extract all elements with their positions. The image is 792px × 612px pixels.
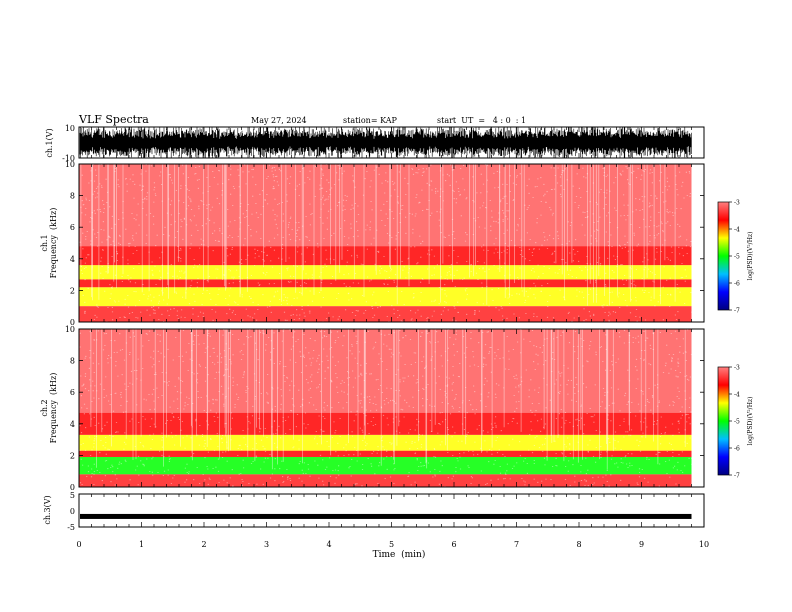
ch1-spectrogram-ytick-label-3: 6 <box>70 223 75 232</box>
x-axis-label: Time (min) <box>373 549 426 560</box>
ch1-spectrogram-ytick-label-0: 0 <box>70 318 75 327</box>
start-time-label: start UT = 4 : 0 : 1 <box>437 116 526 125</box>
ch2-colorbar-bar <box>717 366 730 476</box>
ch2-colorbar-tick-label-2: -5 <box>734 419 740 426</box>
x-tick-label-5: 5 <box>389 540 394 549</box>
ch1-spectrogram-streaks <box>80 164 676 306</box>
x-axis-tick-labels: 0 1 2 3 4 5 6 7 8 9 10 <box>76 540 709 549</box>
ch1-spectrogram-ytick-label-5: 10 <box>65 160 75 169</box>
x-tick-label-9: 9 <box>639 540 644 549</box>
ch2-colorbar-tick-label-0: -3 <box>734 365 740 372</box>
ch2-colorbar-tick-label-3: -6 <box>734 446 740 453</box>
x-tick-label-1: 1 <box>139 540 144 549</box>
ch2-spectrogram-panel: 0 2 4 6 8 10 ch.2 Frequency (kHz) <box>40 325 705 492</box>
ch1-spectrogram-ytick-label-4: 8 <box>70 192 75 201</box>
ch1-spectrogram-band-1 <box>79 279 692 288</box>
ch1-waveform-ytick-bottom: -10 <box>62 154 75 163</box>
x-tick-label-6: 6 <box>451 540 456 549</box>
ch1-spectrogram-band-0 <box>79 287 692 307</box>
x-tick-label-0: 0 <box>76 540 81 549</box>
ch1-waveform-ylabel: ch.1(V) <box>45 128 54 157</box>
ch3-waveform-ylabel: ch.3(V) <box>43 495 52 524</box>
ch1-waveform-ytick-top: 10 <box>65 124 75 133</box>
ch2-spectrogram-ylabel-freq: Frequency (kHz) <box>49 373 58 444</box>
ch3-waveform-ytick-middle: 0 <box>70 507 75 516</box>
ch1-colorbar-tick-label-0: -3 <box>734 200 740 207</box>
ch1-spectrogram-yticks: 0 2 4 6 8 10 <box>65 160 704 327</box>
ch1-colorbar-tick-label-3: -6 <box>734 281 740 288</box>
ch2-spectrogram-ytick-label-1: 2 <box>70 451 75 460</box>
ch2-spectrogram-low-band <box>79 474 692 487</box>
x-tick-label-7: 7 <box>514 540 519 549</box>
ch3-waveform-line <box>80 513 692 519</box>
ch1-spectrogram-panel: 0 2 4 6 8 10 ch.1 Frequency (kHz) <box>40 160 705 327</box>
ch2-colorbar-ticks: -3 -4 -5 -6 -7 <box>729 365 740 480</box>
ch2-spectrogram-ytick-label-4: 8 <box>70 357 75 366</box>
ch1-spectrogram-ylabel: ch.1 <box>40 234 49 251</box>
ch2-colorbar-tick-label-1: -4 <box>734 392 740 399</box>
figure-title: VLF Spectra <box>78 113 149 126</box>
date-label: May 27, 2024 <box>251 116 307 125</box>
ch2-spectrogram-ytick-label-3: 6 <box>70 388 75 397</box>
ch2-colorbar: -3 -4 -5 -6 -7 log(PSD)(V²/Hz) <box>717 365 754 480</box>
ch2-spectrogram-band-0 <box>79 456 692 475</box>
ch1-waveform-panel: 10 -10 ch.1(V) <box>45 124 705 163</box>
ch1-spectrogram-image <box>79 163 704 323</box>
ch1-spectrogram-ytick-label-2: 4 <box>70 255 75 264</box>
ch2-spectrogram-image <box>79 328 704 488</box>
ch2-spectrogram-streaks <box>90 329 686 470</box>
ch2-spectrogram-band-4 <box>79 329 692 413</box>
ch1-colorbar-label: log(PSD)(V²/Hz) <box>747 232 754 281</box>
ch1-spectrogram-low-band <box>79 306 692 322</box>
ch1-spectrogram-band-4 <box>79 164 692 247</box>
ch2-colorbar-tick-label-4: -7 <box>734 473 740 480</box>
ch1-colorbar: -3 -4 -5 -6 -7 log(PSD)(V²/Hz) <box>717 200 754 315</box>
x-tick-label-10: 10 <box>699 540 709 549</box>
x-tick-label-8: 8 <box>576 540 581 549</box>
ch2-spectrogram-ylabel: ch.2 <box>40 399 49 416</box>
ch1-spectrogram-ytick-label-1: 2 <box>70 286 75 295</box>
ch1-colorbar-tick-label-2: -5 <box>734 254 740 261</box>
x-tick-label-3: 3 <box>264 540 269 549</box>
ch1-waveform-trace <box>79 127 692 158</box>
x-tick-label-2: 2 <box>201 540 206 549</box>
ch3-waveform-trace <box>80 513 692 519</box>
station-label: station= KAP <box>343 116 398 125</box>
ch1-colorbar-ticks: -3 -4 -5 -6 -7 <box>729 200 740 315</box>
ch2-spectrogram-ytick-label-2: 4 <box>70 420 75 429</box>
ch2-spectrogram-yticks: 0 2 4 6 8 10 <box>65 325 704 492</box>
ch1-waveform-line <box>79 127 692 158</box>
ch3-waveform-panel: 5 0 -5 ch.3(V) <box>43 491 705 532</box>
ch2-spectrogram-band-1 <box>79 450 692 457</box>
ch1-spectrogram-band-3 <box>79 246 692 266</box>
ch2-spectrogram-band-2 <box>79 434 692 451</box>
ch3-waveform-ytick-bottom: -5 <box>67 523 75 532</box>
ch1-colorbar-tick-label-4: -7 <box>734 308 740 315</box>
ch3-waveform-ytick-top: 5 <box>70 491 75 500</box>
ch1-spectrogram-band-2 <box>79 265 692 280</box>
ch1-spectrogram-texture <box>79 163 693 323</box>
x-tick-label-4: 4 <box>326 540 331 549</box>
ch2-spectrogram-ytick-label-0: 0 <box>70 483 75 492</box>
ch2-colorbar-label: log(PSD)(V²/Hz) <box>747 397 754 446</box>
ch1-colorbar-tick-label-1: -4 <box>734 227 740 234</box>
x-axis-ticks <box>78 127 705 527</box>
ch1-spectrogram-ylabel-freq: Frequency (kHz) <box>49 208 58 279</box>
ch1-colorbar-bar <box>717 201 730 311</box>
ch2-spectrogram-ytick-label-5: 10 <box>65 325 75 334</box>
